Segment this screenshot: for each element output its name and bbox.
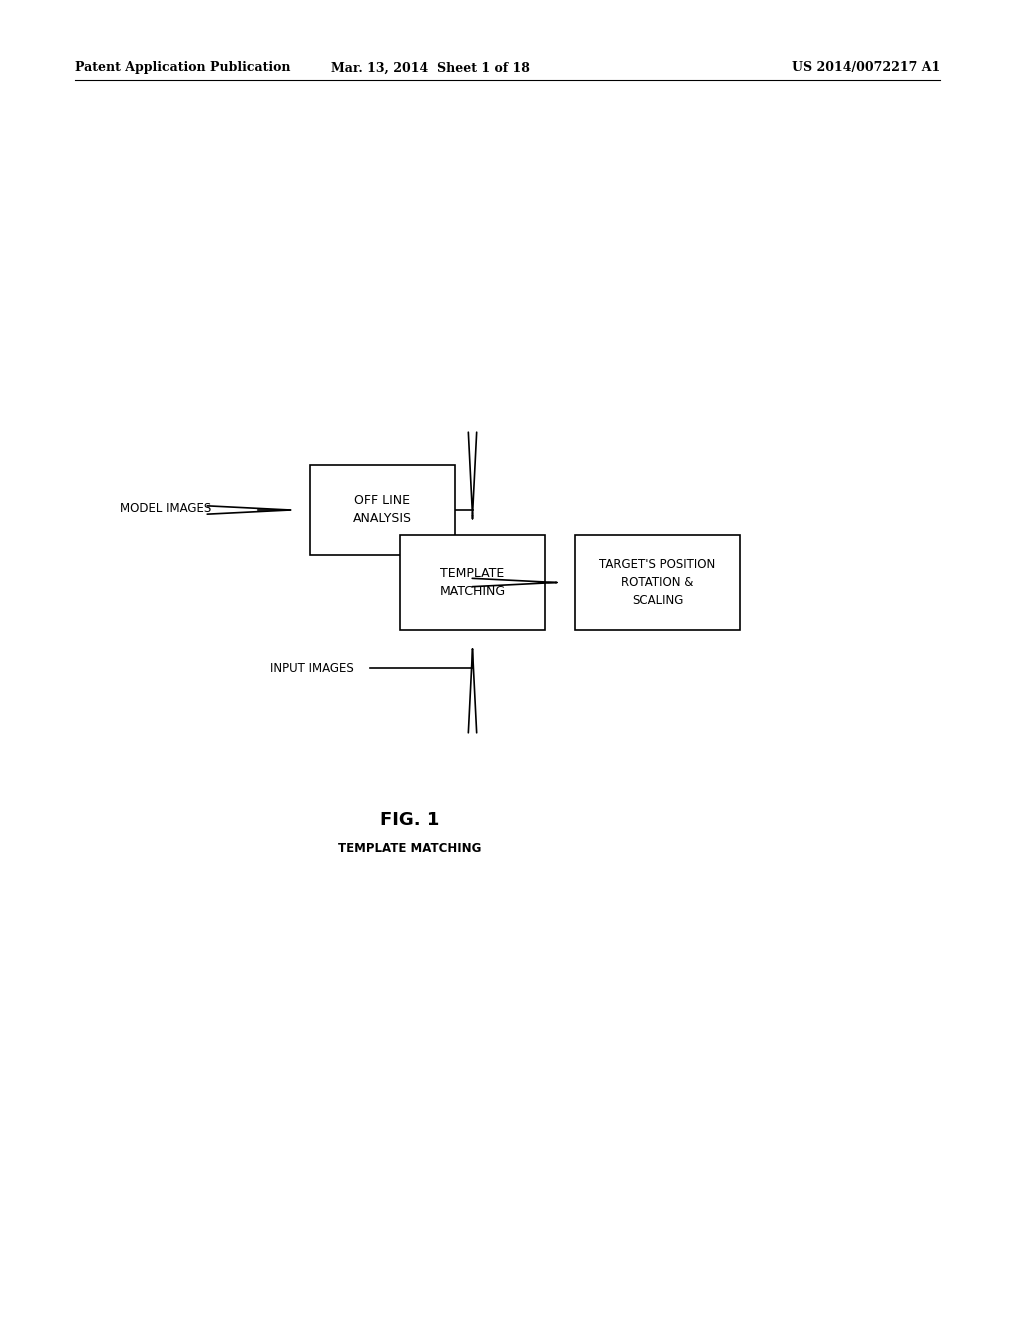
Text: OFF LINE
ANALYSIS: OFF LINE ANALYSIS [353, 495, 412, 525]
Bar [400, 535, 545, 630]
Text: TEMPLATE
MATCHING: TEMPLATE MATCHING [439, 568, 506, 598]
Text: Mar. 13, 2014  Sheet 1 of 18: Mar. 13, 2014 Sheet 1 of 18 [331, 62, 529, 74]
Text: INPUT IMAGES: INPUT IMAGES [270, 661, 353, 675]
Bar [575, 535, 740, 630]
Text: US 2014/0072217 A1: US 2014/0072217 A1 [792, 62, 940, 74]
Bar [310, 465, 455, 554]
Text: MODEL IMAGES: MODEL IMAGES [120, 502, 211, 515]
Text: FIG. 1: FIG. 1 [380, 810, 439, 829]
Text: Patent Application Publication: Patent Application Publication [75, 62, 291, 74]
Text: TARGET'S POSITION
ROTATION &
SCALING: TARGET'S POSITION ROTATION & SCALING [599, 558, 716, 607]
Text: TEMPLATE MATCHING: TEMPLATE MATCHING [338, 842, 481, 854]
